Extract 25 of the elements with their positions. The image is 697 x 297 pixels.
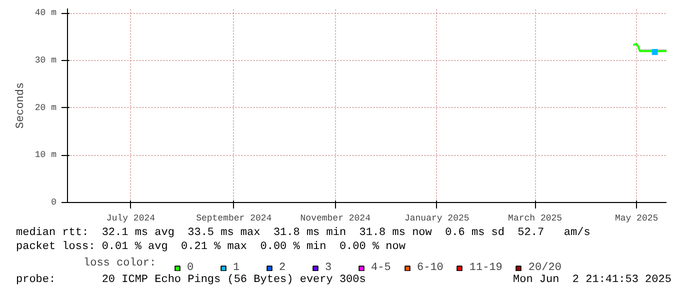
text: probe: 20 ICMP Echo Pings (56 Bytes) every 300s <box>16 273 367 287</box>
y-axis-title: Seconds <box>14 82 27 129</box>
y-tick-label: 30 m <box>34 56 57 66</box>
text: Mon Jun 2 21:41:53 2025 <box>513 273 672 287</box>
legend-label: 1 <box>233 262 241 273</box>
y-tick-label: 0 <box>51 198 57 208</box>
text: median rtt: 32.1 ms avg 33.5 ms max 31.8 ms min 31.8 ms now 0.6 ms sd 52.7 am/s <box>16 227 590 239</box>
y-tick-label: 20 m <box>34 102 57 113</box>
x-tick-label: May 2025 <box>614 214 658 224</box>
legend-label: 20/20 <box>528 262 562 273</box>
legend-label: 6-10 <box>417 262 444 273</box>
legend-label: 11-19 <box>469 262 502 273</box>
y-tick-label: 10 m <box>34 150 57 160</box>
legend-label: 4-5 <box>371 262 391 273</box>
x-tick-label: July 2024 <box>106 214 156 224</box>
legend-title: loss color: <box>84 258 156 270</box>
legend-label: 3 <box>325 262 333 273</box>
x-tick-label: January 2025 <box>404 214 470 224</box>
x-tick-label: September 2024 <box>196 214 272 224</box>
legend-label: 2 <box>279 262 287 273</box>
legend-label: 0 <box>187 262 195 273</box>
x-tick-label: March 2025 <box>508 214 562 224</box>
x-tick-label: November 2024 <box>300 214 370 224</box>
y-tick-label: 40 m <box>34 8 57 18</box>
text: packet loss: 0.01 % avg 0.21 % max 0.00 % min 0.00 % now <box>16 241 406 253</box>
